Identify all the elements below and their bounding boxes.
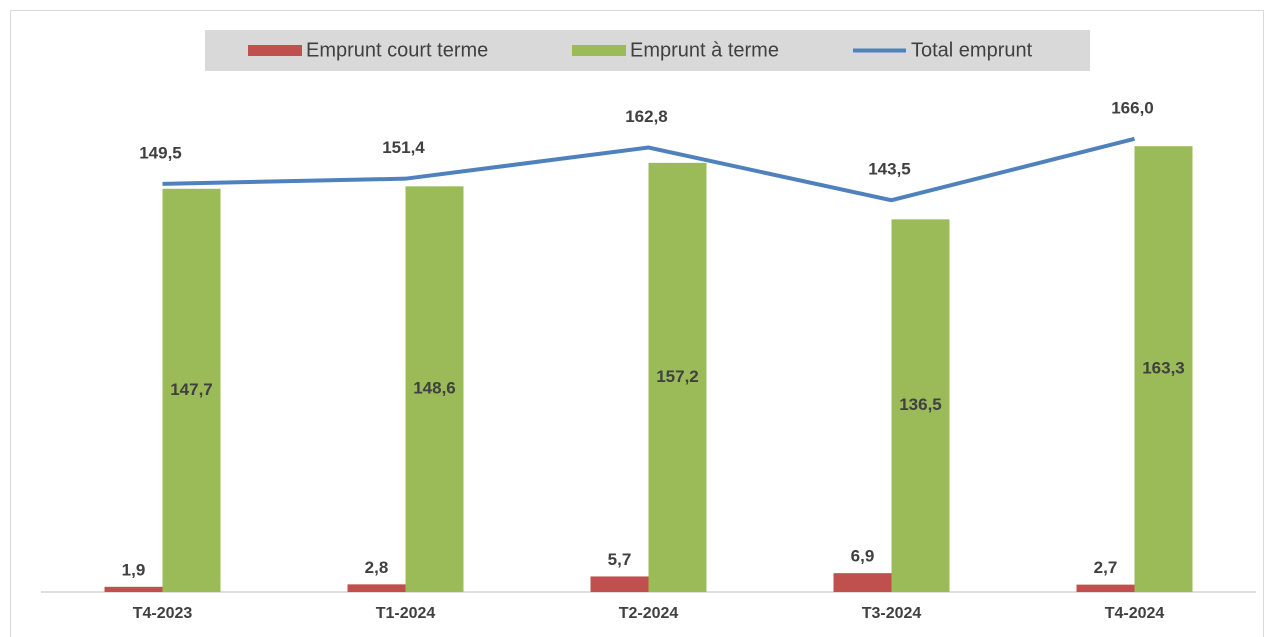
data-label: 157,2 bbox=[656, 367, 699, 386]
legend-label: Emprunt court terme bbox=[306, 39, 488, 61]
legend-label: Emprunt à terme bbox=[630, 39, 779, 61]
legend-label: Total emprunt bbox=[911, 39, 1033, 61]
bar bbox=[833, 573, 892, 592]
data-label: 163,3 bbox=[1142, 359, 1185, 378]
line bbox=[162, 136, 1135, 203]
data-label: 2,7 bbox=[1094, 558, 1118, 577]
x-tick-label: T4-2024 bbox=[1105, 605, 1165, 622]
data-label: 1,9 bbox=[122, 560, 146, 579]
bar bbox=[590, 576, 649, 592]
data-label: 151,4 bbox=[382, 138, 425, 157]
data-label: 136,5 bbox=[899, 395, 942, 414]
data-label: 147,7 bbox=[170, 380, 213, 399]
data-label: 2,8 bbox=[365, 558, 389, 577]
data-label: 5,7 bbox=[608, 550, 632, 569]
data-label: 148,6 bbox=[413, 379, 456, 398]
bar bbox=[104, 586, 163, 592]
bar bbox=[891, 219, 950, 593]
bar bbox=[1134, 146, 1193, 593]
x-tick-label: T1-2024 bbox=[376, 605, 436, 622]
bar bbox=[1076, 584, 1135, 592]
x-tick-label: T3-2024 bbox=[862, 605, 922, 622]
data-label: 149,5 bbox=[139, 143, 182, 162]
data-label: 162,8 bbox=[625, 107, 668, 126]
data-label: 6,9 bbox=[851, 547, 875, 566]
data-label: 166,0 bbox=[1111, 98, 1154, 117]
x-tick-label: T4-2023 bbox=[133, 605, 193, 622]
chart-frame bbox=[10, 10, 1264, 637]
bar bbox=[648, 162, 707, 592]
bar bbox=[162, 188, 221, 593]
legend-swatch bbox=[248, 45, 302, 56]
bar bbox=[347, 584, 406, 592]
data-label: 143,5 bbox=[868, 160, 911, 179]
legend-box bbox=[205, 30, 1090, 71]
bar bbox=[405, 186, 464, 592]
legend-swatch bbox=[572, 45, 626, 56]
x-tick-label: T2-2024 bbox=[619, 605, 679, 622]
